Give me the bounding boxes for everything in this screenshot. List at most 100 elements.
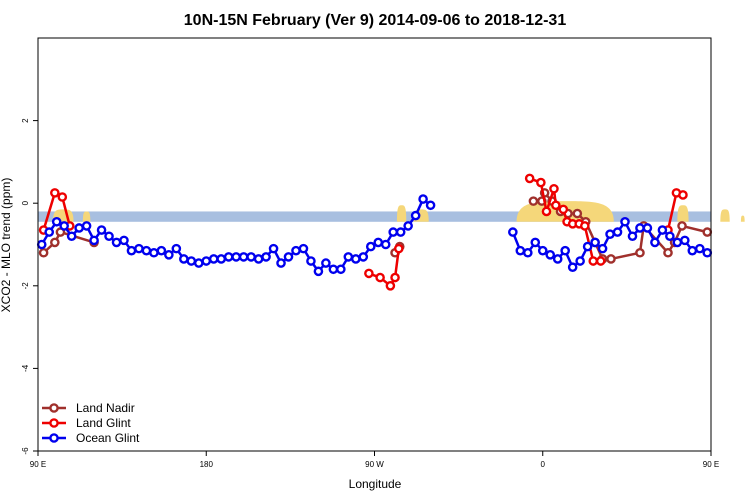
ocean-glint-point-57 [537,245,548,256]
legend-marker-land-nadir [49,403,59,413]
land-nadir-point-16 [606,254,616,264]
ocean-glint-point-14 [141,245,152,256]
land-glint-point-12 [549,183,559,194]
ocean-glint-point-10 [111,237,122,248]
ocean-glint-point-45 [373,237,384,248]
ocean-glint-point-44 [365,241,376,252]
ocean-glint-point-13 [134,243,144,254]
ocean-glint-point-63 [582,241,593,252]
ocean-glint-point-73 [657,225,668,235]
ocean-glint-point-76 [680,235,690,246]
ocean-glint-point-62 [575,256,585,266]
ocean-glint-point-66 [605,229,615,239]
ocean-glint-point-69 [627,231,638,242]
land-glint-point-18 [580,221,590,231]
ocean-glint-point-22 [201,256,212,266]
ocean-glint-point-33 [283,252,294,262]
ocean-glint-point-16 [156,245,167,256]
x-tick-label-1: 180 [200,460,214,469]
land-glint-point-20 [595,256,606,266]
ocean-glint-point-58 [545,250,556,260]
legend-item-ocean-glint: Ocean Glint [42,431,140,445]
ocean-glint-point-41 [343,252,354,262]
legend-marker-ocean-glint [49,433,59,443]
ocean-glint-point-77 [687,245,698,256]
ocean-glint-point-11 [119,235,129,246]
background-band [38,211,711,222]
ocean-glint-point-27 [238,252,249,262]
series-land-glint [38,173,688,291]
ocean-glint-point-79 [702,247,713,258]
ocean-glint-point-59 [552,254,563,264]
land-glint-point-2 [57,192,68,202]
ocean-glint-point-6 [81,221,92,231]
ocean-glint-point-30 [261,252,271,262]
ocean-glint-point-50 [410,210,421,221]
y-tick-label-4: 2 [21,118,30,123]
ocean-glint-point-67 [612,227,623,237]
ocean-glint-point-7 [89,235,99,246]
land-glint-point-19 [588,256,599,266]
ocean-glint-point-71 [642,223,653,233]
ocean-glint-point-35 [298,243,309,254]
land-nadir-line-0 [42,230,95,254]
data-series [36,173,713,291]
ocean-glint-point-12 [126,245,137,256]
land-glint-point-10 [536,177,546,188]
ocean-glint-point-25 [223,252,234,262]
land-glint-point-7 [390,272,400,283]
land-region-2 [396,205,407,222]
x-axis: 90 E 180 90 W 0 90 E [30,451,719,469]
land-glint-point-8 [394,243,404,254]
ocean-glint-point-49 [403,221,413,231]
ocean-glint-point-0 [36,239,47,250]
x-tick-label-2: 90 W [365,460,384,469]
ocean-glint-point-26 [231,252,241,262]
ocean-glint-point-24 [216,254,227,264]
y-tick-label-1: -4 [21,364,30,372]
ocean-glint-point-1 [44,227,55,237]
ocean-glint-point-65 [597,243,608,254]
land-nadir-point-1 [50,237,60,248]
x-tick-label-3: 0 [541,460,546,469]
ocean-glint-point-74 [665,231,675,242]
x-tick-label-4: 90 E [703,460,719,469]
legend-label-land-glint: Land Glint [76,416,131,430]
land-nadir-point-12 [572,208,583,219]
series-ocean-glint [36,194,713,277]
y-axis: -6 -4 -2 0 2 [21,118,38,455]
ocean-glint-point-4 [66,231,77,242]
ocean-glint-point-70 [635,223,645,233]
ocean-glint-point-60 [560,245,570,256]
chart-title: 10N-15N February (Ver 9) 2014-09-06 to 2… [184,12,567,29]
ocean-glint-point-40 [336,264,346,275]
x-axis-label: Longitude [349,477,402,491]
land-glint-point-1 [50,188,60,198]
ocean-glint-point-29 [253,254,264,264]
land-region-7 [740,215,745,222]
land-nadir-point-21 [677,221,687,231]
legend-item-land-nadir: Land Nadir [42,401,135,415]
land-glint-point-23 [678,190,688,200]
ocean-glint-point-18 [171,243,182,254]
ocean-glint-point-56 [530,237,541,248]
land-nadir-point-0 [38,247,49,258]
x-tick-label-0: 90 E [30,460,46,469]
ocean-glint-point-46 [380,239,391,250]
legend-item-land-glint: Land Glint [42,416,131,430]
ocean-glint-point-54 [515,245,526,256]
y-axis-label: XCO2 - MLO trend (ppm) [0,178,13,313]
ocean-glint-point-78 [694,243,705,254]
land-glint-point-5 [375,272,385,283]
ocean-glint-point-43 [358,252,369,262]
y-tick-label-2: -2 [21,282,30,290]
land-nadir-point-17 [635,247,645,258]
land-glint-point-6 [385,280,396,291]
ocean-glint-point-68 [620,216,630,227]
y-tick-label-0: -6 [21,447,30,455]
ocean-glint-point-34 [291,245,301,256]
ocean-glint-point-37 [313,266,324,277]
land-glint-point-13 [551,200,561,211]
legend-label-ocean-glint: Ocean Glint [76,431,140,445]
